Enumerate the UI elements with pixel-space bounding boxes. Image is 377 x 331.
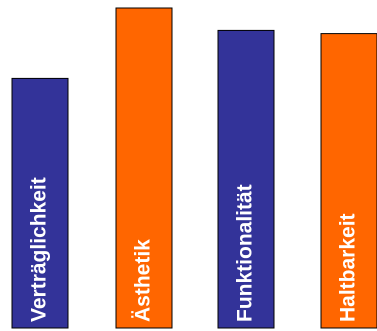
bar-label-funktionalitat: Funktionalität [234,184,257,322]
bar-label-haltbarkeit: Haltbarkeit [337,213,360,322]
bar-asthetik [115,7,173,329]
bar-vertraglichkeit [11,77,69,329]
bar-labels-group: Verträglichkeit Ästhetik Funktionalität Hal… [28,177,360,322]
bar-label-asthetik: Ästhetik [132,239,155,322]
bar-label-vertraglichkeit: Verträglichkeit [28,177,51,322]
bar-haltbarkeit [320,33,377,329]
bars-group [11,7,377,329]
bar-funktionalitat [217,29,275,329]
